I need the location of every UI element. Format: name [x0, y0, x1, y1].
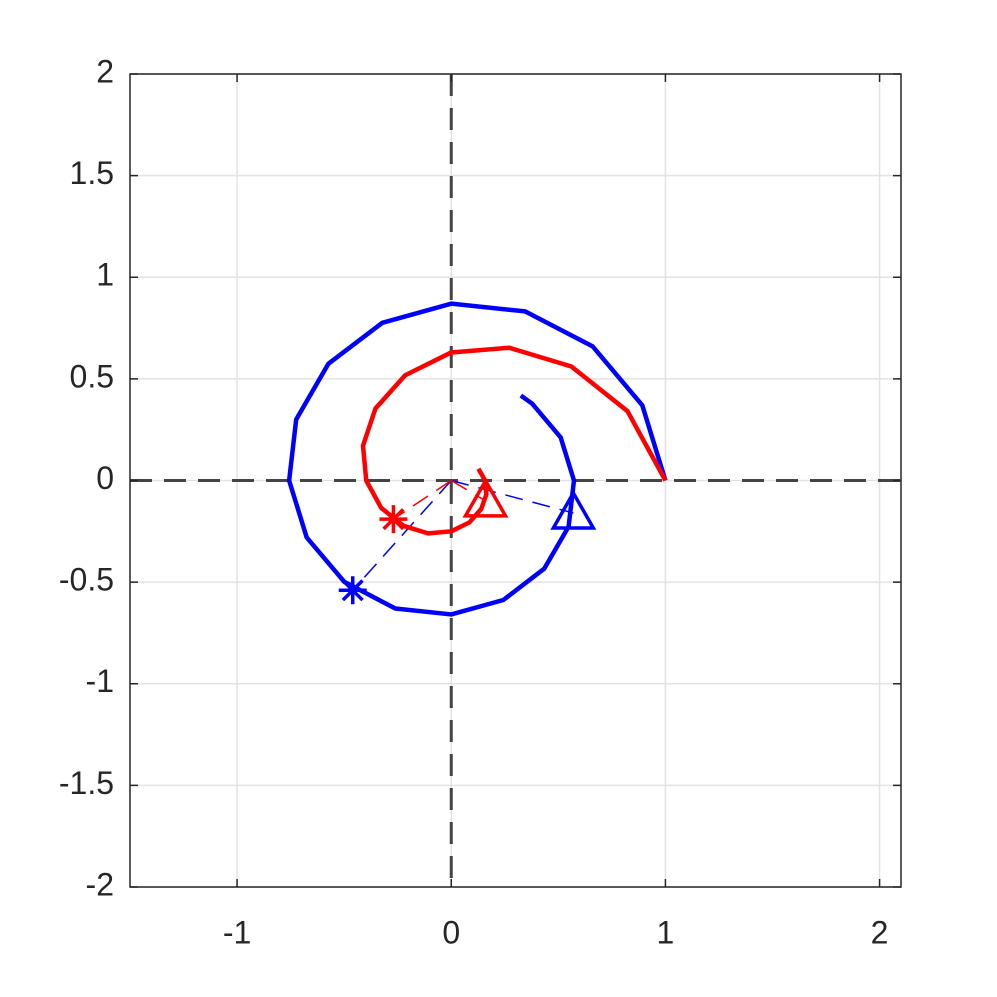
marker-ray	[450, 479, 486, 502]
y-tick-label: -0.5	[59, 562, 114, 598]
y-tick-label: 1	[96, 257, 114, 293]
y-tick-label: -1	[86, 663, 114, 699]
y-tick-label: -2	[86, 866, 114, 902]
asterisk-marker	[379, 505, 408, 534]
x-tick-label: 0	[442, 914, 460, 950]
marker-ray	[352, 479, 452, 591]
marker-ray	[451, 479, 574, 514]
y-tick-label: 2	[96, 53, 114, 89]
x-tick-label: 1	[657, 914, 675, 950]
y-tick-label: 0.5	[70, 358, 114, 394]
y-tick-label: -1.5	[59, 765, 114, 801]
x-tick-label: -1	[223, 914, 251, 950]
series-line	[360, 345, 668, 536]
y-tick-label: 0	[96, 460, 114, 496]
series-line	[286, 301, 668, 617]
y-tick-label: 1.5	[70, 155, 114, 191]
asterisk-marker	[338, 576, 367, 605]
triangle-marker	[462, 477, 509, 518]
x-tick-label: 2	[871, 914, 889, 950]
marker-ray	[393, 479, 452, 520]
triangle-marker	[550, 489, 597, 530]
